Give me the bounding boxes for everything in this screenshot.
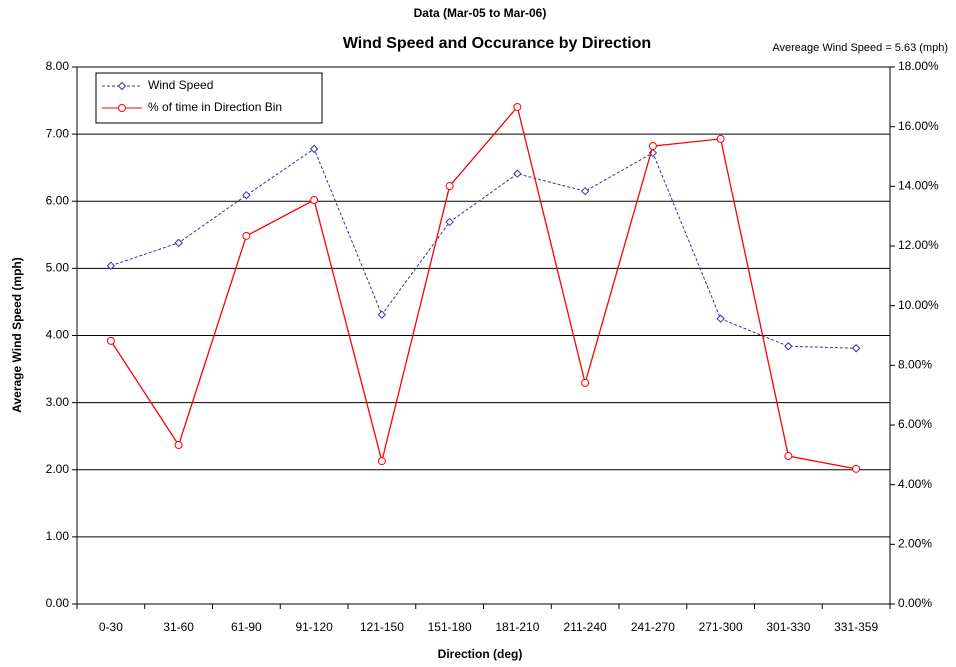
point (513, 169, 522, 178)
y2-tick-label: 10.00% (898, 298, 939, 312)
x-tick-label: 91-120 (295, 620, 333, 634)
legend-box (95, 72, 323, 124)
series-line (110, 148, 857, 349)
y-tick-label: 1.00 (46, 529, 70, 543)
y2-tick-label: 2.00% (898, 537, 932, 551)
point (716, 314, 725, 323)
series-line (110, 105, 857, 470)
point (242, 191, 251, 200)
x-tick-label: 331-359 (834, 620, 878, 634)
point (174, 238, 183, 248)
point (716, 134, 725, 143)
x-tick-label: 211-240 (564, 620, 607, 634)
y2-tick-label: 8.00% (898, 358, 932, 372)
point (174, 440, 183, 449)
point (648, 142, 657, 151)
x-tick-label: 301-330 (766, 620, 810, 634)
y-tick-label: 3.00 (46, 395, 70, 409)
x-axis-label: Direction (deg) (438, 647, 523, 661)
chart-title: Wind Speed and Occurance by Direction (343, 35, 651, 52)
y-tick-label: 7.00 (46, 126, 70, 140)
y-tick-label: 8.00 (46, 59, 70, 73)
point (310, 196, 319, 205)
point (106, 336, 115, 345)
y-tick-label: 6.00 (46, 193, 70, 207)
annotation: Avereage Wind Speed = 5.63 (mph) (772, 42, 948, 54)
y2-tick-label: 14.00% (898, 179, 939, 193)
x-tick-label: 151-180 (428, 620, 472, 634)
legend-label: % of time in Direction Bin (148, 100, 282, 114)
y2-tick-label: 0.00% (898, 596, 932, 610)
point (106, 261, 116, 270)
point (377, 457, 386, 466)
point (445, 182, 454, 191)
x-tick-label: 121-150 (360, 620, 404, 634)
point (377, 310, 387, 319)
point (513, 102, 522, 111)
point (852, 464, 861, 473)
legend-marker (118, 104, 126, 112)
point (309, 144, 319, 154)
y-axis-label: Average Wind Speed (mph) (10, 257, 24, 412)
y2-tick-label: 12.00% (898, 238, 939, 252)
y-tick-label: 0.00 (46, 596, 70, 610)
point (784, 452, 793, 461)
x-tick-label: 271-300 (699, 620, 743, 634)
y2-tick-label: 18.00% (898, 59, 939, 73)
y-tick-label: 4.00 (46, 328, 70, 342)
point (580, 186, 590, 196)
point (581, 378, 590, 387)
x-tick-label: 241-270 (631, 620, 675, 634)
point (242, 231, 251, 240)
y2-tick-label: 6.00% (898, 417, 932, 431)
x-tick-label: 61-90 (231, 620, 262, 634)
x-tick-label: 31-60 (163, 620, 194, 634)
y2-tick-label: 4.00% (898, 477, 932, 491)
y-tick-label: 2.00 (46, 462, 70, 476)
chart-suptitle: Data (Mar-05 to Mar-06) (414, 6, 547, 20)
point (851, 344, 861, 353)
legend-marker (117, 81, 127, 91)
legend-label: Wind Speed (148, 78, 213, 92)
point (445, 217, 454, 227)
x-tick-label: 0-30 (99, 620, 123, 634)
y2-tick-label: 16.00% (898, 119, 939, 133)
point (784, 342, 793, 351)
y-tick-label: 5.00 (46, 261, 70, 275)
x-tick-label: 181-210 (495, 620, 539, 634)
